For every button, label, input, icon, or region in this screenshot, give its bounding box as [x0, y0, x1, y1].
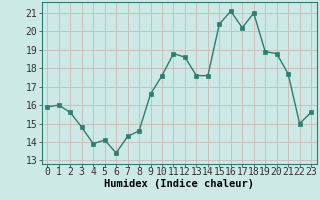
X-axis label: Humidex (Indice chaleur): Humidex (Indice chaleur): [104, 179, 254, 189]
